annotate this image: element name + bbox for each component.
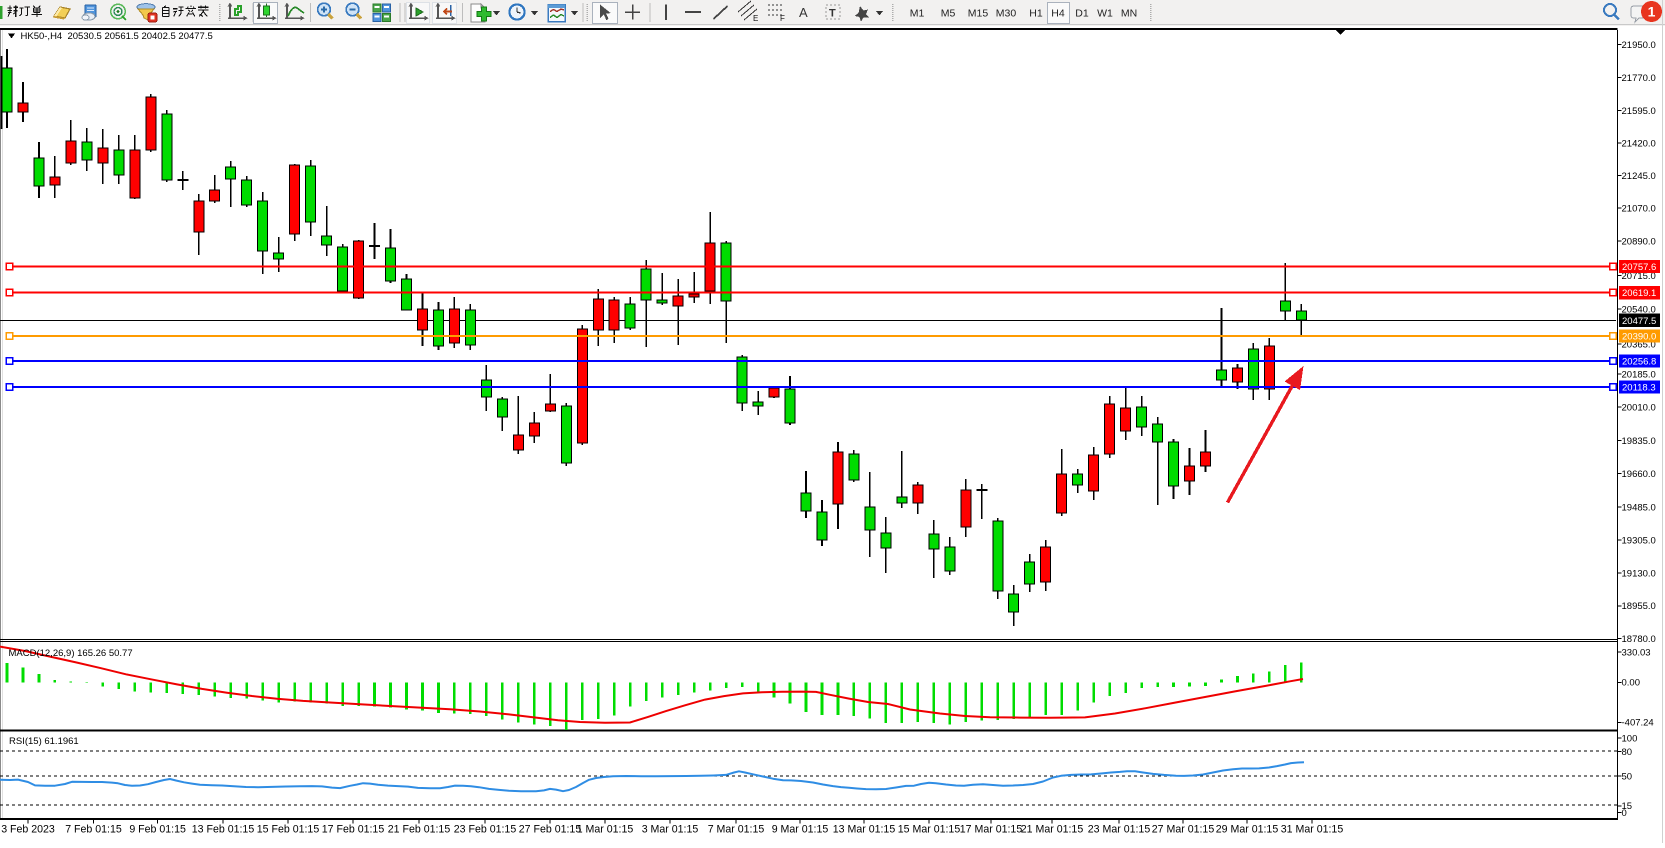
svg-text:RSI(15) 61.1961: RSI(15) 61.1961 bbox=[9, 736, 79, 747]
svg-text:13 Feb 01:15: 13 Feb 01:15 bbox=[192, 824, 255, 836]
svg-text:15 Feb 01:15: 15 Feb 01:15 bbox=[257, 824, 320, 836]
svg-text:50: 50 bbox=[1622, 772, 1633, 783]
svg-text:A: A bbox=[799, 5, 808, 20]
svg-text:13 Mar 01:15: 13 Mar 01:15 bbox=[833, 824, 896, 836]
svg-text:20890.0: 20890.0 bbox=[1622, 237, 1656, 248]
svg-text:20256.8: 20256.8 bbox=[1622, 356, 1656, 367]
svg-text:19485.0: 19485.0 bbox=[1622, 502, 1656, 513]
svg-text:19835.0: 19835.0 bbox=[1622, 436, 1656, 447]
svg-text:27 Feb 01:15: 27 Feb 01:15 bbox=[519, 824, 582, 836]
svg-text:MN: MN bbox=[1121, 8, 1137, 20]
svg-text:29 Mar 01:15: 29 Mar 01:15 bbox=[1216, 824, 1279, 836]
svg-text:H4: H4 bbox=[1051, 8, 1065, 20]
svg-text:7 Feb 01:15: 7 Feb 01:15 bbox=[65, 824, 122, 836]
svg-text:21070.0: 21070.0 bbox=[1622, 204, 1656, 215]
svg-text:21 Feb 01:15: 21 Feb 01:15 bbox=[388, 824, 451, 836]
svg-text:17 Feb 01:15: 17 Feb 01:15 bbox=[322, 824, 385, 836]
svg-text:20185.0: 20185.0 bbox=[1622, 369, 1656, 380]
svg-text:19305.0: 19305.0 bbox=[1622, 535, 1656, 546]
svg-text:F: F bbox=[780, 14, 785, 23]
svg-text:1: 1 bbox=[1648, 4, 1656, 20]
svg-text:T: T bbox=[829, 8, 836, 20]
svg-text:3 Feb 2023: 3 Feb 2023 bbox=[1, 824, 55, 836]
svg-text:23 Mar 01:15: 23 Mar 01:15 bbox=[1088, 824, 1151, 836]
svg-text:M5: M5 bbox=[941, 8, 956, 20]
svg-text:0: 0 bbox=[1622, 808, 1627, 819]
svg-text:21420.0: 21420.0 bbox=[1622, 138, 1656, 149]
svg-text:D1: D1 bbox=[1075, 8, 1089, 20]
svg-text:21595.0: 21595.0 bbox=[1622, 106, 1656, 117]
svg-text:0.00: 0.00 bbox=[1622, 678, 1641, 689]
svg-text:18955.0: 18955.0 bbox=[1622, 601, 1656, 612]
svg-text:20619.1: 20619.1 bbox=[1622, 288, 1656, 299]
svg-text:20010.0: 20010.0 bbox=[1622, 402, 1656, 413]
svg-text:1 Mar 01:15: 1 Mar 01:15 bbox=[577, 824, 634, 836]
svg-text:M1: M1 bbox=[910, 8, 925, 20]
svg-text:21245.0: 21245.0 bbox=[1622, 171, 1656, 182]
svg-text:M30: M30 bbox=[996, 8, 1017, 20]
svg-text:21 Mar 01:15: 21 Mar 01:15 bbox=[1021, 824, 1084, 836]
svg-text:20757.6: 20757.6 bbox=[1622, 262, 1656, 273]
svg-text:17 Mar 01:15: 17 Mar 01:15 bbox=[960, 824, 1023, 836]
svg-text:15 Mar 01:15: 15 Mar 01:15 bbox=[898, 824, 961, 836]
svg-text:21950.0: 21950.0 bbox=[1622, 40, 1656, 51]
svg-text:20477.5: 20477.5 bbox=[1622, 316, 1656, 327]
svg-text:9 Mar 01:15: 9 Mar 01:15 bbox=[772, 824, 829, 836]
svg-text:31 Mar 01:15: 31 Mar 01:15 bbox=[1281, 824, 1344, 836]
svg-text:9 Feb 01:15: 9 Feb 01:15 bbox=[129, 824, 186, 836]
svg-text:HK50-,H4 20530.5 20561.5 2040: HK50-,H4 20530.5 20561.5 20402.5 20477.5 bbox=[21, 31, 213, 42]
svg-text:7 Mar 01:15: 7 Mar 01:15 bbox=[708, 824, 765, 836]
svg-text:20118.3: 20118.3 bbox=[1622, 382, 1656, 393]
svg-text:100: 100 bbox=[1622, 734, 1638, 745]
svg-text:20390.0: 20390.0 bbox=[1622, 331, 1656, 342]
svg-text:19660.0: 19660.0 bbox=[1622, 469, 1656, 480]
svg-text:E: E bbox=[753, 14, 758, 23]
svg-text:MACD(12,26,9) 165.26 50.77: MACD(12,26,9) 165.26 50.77 bbox=[9, 648, 133, 659]
svg-text:-407.24: -407.24 bbox=[1622, 718, 1654, 729]
svg-text:M15: M15 bbox=[968, 8, 989, 20]
svg-text:23 Feb 01:15: 23 Feb 01:15 bbox=[454, 824, 517, 836]
svg-text:21770.0: 21770.0 bbox=[1622, 73, 1656, 84]
svg-text:H1: H1 bbox=[1029, 8, 1043, 20]
svg-text:W1: W1 bbox=[1097, 8, 1113, 20]
svg-text:330.03: 330.03 bbox=[1622, 647, 1651, 658]
svg-text:27 Mar 01:15: 27 Mar 01:15 bbox=[1152, 824, 1215, 836]
svg-text:19130.0: 19130.0 bbox=[1622, 568, 1656, 579]
svg-text:18780.0: 18780.0 bbox=[1622, 634, 1656, 645]
svg-text:3 Mar 01:15: 3 Mar 01:15 bbox=[642, 824, 699, 836]
svg-text:80: 80 bbox=[1622, 747, 1633, 758]
